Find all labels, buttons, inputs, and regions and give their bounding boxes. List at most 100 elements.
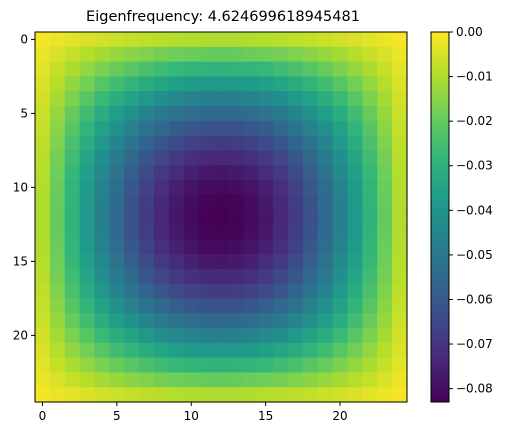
heatmap-cell [109,342,125,359]
y-tick-label: 15 [13,254,28,268]
heatmap-cell [49,135,66,151]
heatmap-cell [228,268,244,285]
heatmap-cell [139,372,155,388]
heatmap-cell [317,239,334,255]
heatmap-cell [362,76,378,92]
heatmap-cell [287,357,304,373]
heatmap-cell [213,313,230,329]
heatmap-cell [273,387,289,403]
heatmap-cell [109,328,125,344]
heatmap-cell [213,239,230,255]
heatmap-cell [273,209,289,225]
heatmap-cell [332,180,349,196]
heatmap-cell [124,46,140,63]
heatmap-cell [392,298,408,314]
heatmap-cell [35,342,51,359]
heatmap-cell [94,91,110,107]
x-tick-label: 10 [184,409,199,423]
heatmap-cell [302,91,319,107]
heatmap-cell [377,91,393,107]
heatmap-cell [213,46,230,63]
y-axis: 0 5 10 15 20 [13,32,35,342]
heatmap-cell [35,268,51,285]
heatmap-cell [243,387,259,403]
heatmap-cell [94,46,110,63]
heatmap-cell [79,209,96,225]
heatmap-cell [168,328,185,344]
heatmap-cell [49,180,66,196]
colorbar-tick-label: −0.04 [456,203,493,217]
heatmap-cell [347,209,363,225]
heatmap-cell [49,76,66,92]
heatmap-cell [64,224,81,240]
heatmap-cell [154,165,170,181]
heatmap-cell [183,239,200,255]
heatmap-cell [109,91,125,107]
heatmap-cell [228,194,244,211]
heatmap-cell [79,328,96,344]
heatmap-cell [287,224,304,240]
heatmap-cell [139,91,155,107]
heatmap-cell [302,32,319,48]
heatmap-cell [64,150,81,166]
heatmap-cell [124,298,140,314]
heatmap-cell [287,91,304,107]
heatmap-cell [287,180,304,196]
heatmap-cell [258,165,274,181]
heatmap-cell [302,298,319,314]
heatmap-cell [79,372,96,388]
heatmap-cell [198,239,215,255]
heatmap-cell [124,61,140,77]
heatmap-cell [139,239,155,255]
heatmap-cell [317,180,334,196]
heatmap-cell [228,106,244,122]
heatmap-cell [243,328,259,344]
heatmap-cell [49,106,66,122]
heatmap-cell [94,135,110,151]
heatmap-cell [64,61,81,77]
heatmap-cell [243,254,259,270]
heatmap-cell [302,46,319,63]
heatmap-cell [154,357,170,373]
heatmap-cell [183,313,200,329]
heatmap-cell [213,342,230,359]
heatmap-cell [258,357,274,373]
heatmap-cell [168,135,185,151]
heatmap-cell [362,61,378,77]
heatmap-cell [377,357,393,373]
heatmap-cell [79,106,96,122]
heatmap-cell [317,194,334,211]
heatmap-cell [332,254,349,270]
heatmap-cell [139,150,155,166]
heatmap-cell [228,150,244,166]
heatmap-cell [168,209,185,225]
heatmap-cell [332,283,349,299]
heatmap-cell [139,194,155,211]
heatmap-cell [124,224,140,240]
heatmap-cell [332,328,349,344]
heatmap-cell [49,61,66,77]
heatmap-cell [124,313,140,329]
heatmap-cell [168,32,185,48]
heatmap-cell [347,180,363,196]
heatmap-cell [49,283,66,299]
heatmap-cell [139,313,155,329]
heatmap-cell [198,150,215,166]
heatmap-cell [183,254,200,270]
heatmap-cell [213,209,230,225]
heatmap-cell [198,342,215,359]
heatmap-cell [109,120,125,137]
colorbar-tick-label: −0.03 [456,159,493,173]
heatmap-cell [109,372,125,388]
heatmap-cell [392,106,408,122]
heatmap-cell [109,224,125,240]
heatmap-cell [94,180,110,196]
heatmap-cell [124,135,140,151]
heatmap-cell [332,150,349,166]
heatmap-cell [228,91,244,107]
heatmap-cell [332,357,349,373]
heatmap-cell [154,91,170,107]
heatmap-cell [64,135,81,151]
heatmap-cell [109,283,125,299]
heatmap-cell [347,150,363,166]
